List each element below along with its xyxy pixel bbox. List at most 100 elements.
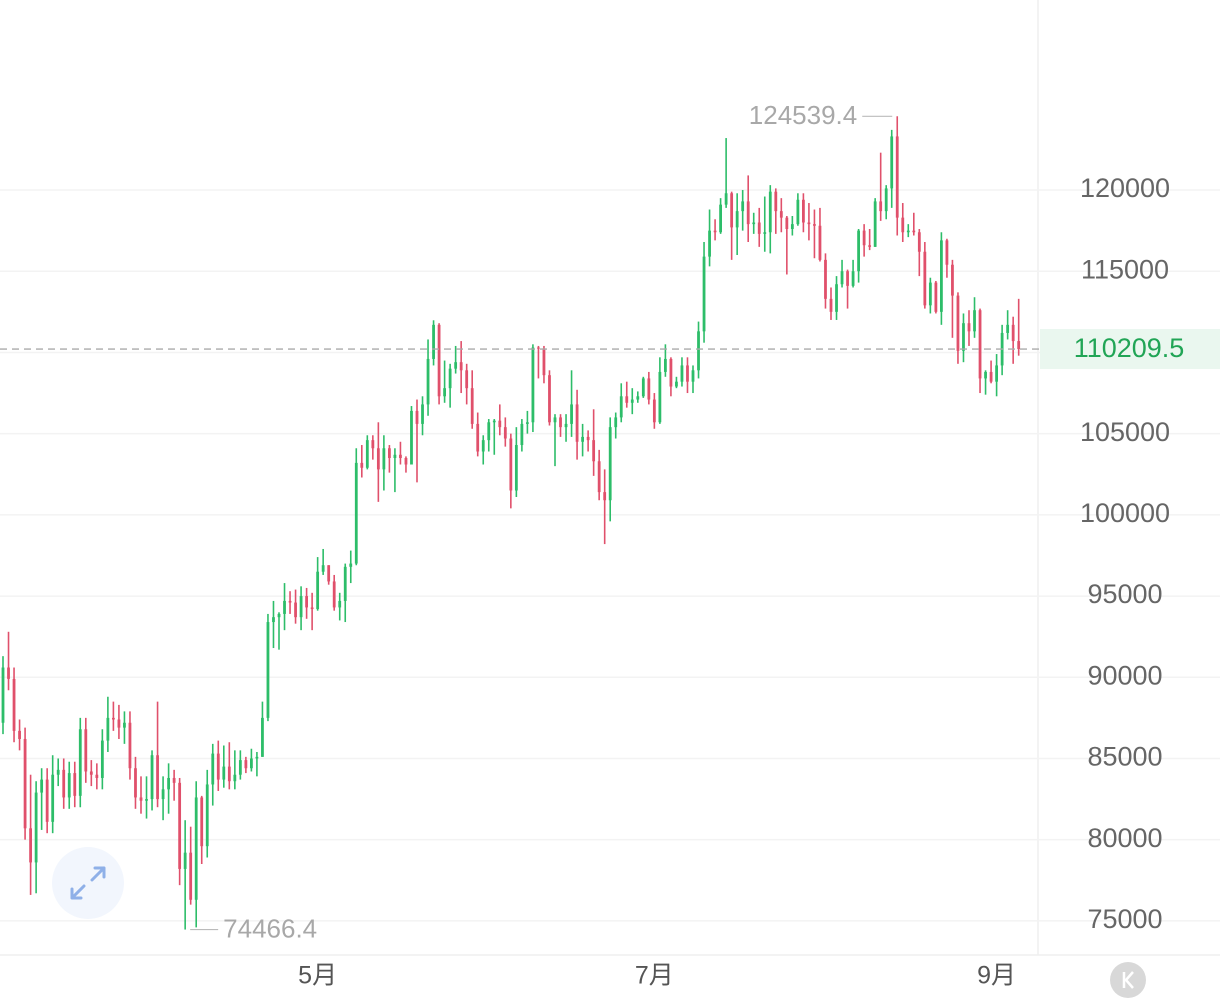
candle-body <box>813 224 816 226</box>
reset-bg[interactable] <box>1110 962 1146 998</box>
candle-body <box>542 348 546 376</box>
candle-body <box>895 136 899 218</box>
y-tick-label: 75000 <box>1087 904 1162 934</box>
candle-body <box>669 358 673 387</box>
candle-body <box>829 298 833 312</box>
candle-body <box>735 211 739 228</box>
candle-body <box>492 420 496 423</box>
candle-body <box>459 362 463 371</box>
expand-bg[interactable] <box>52 847 124 919</box>
candle-body <box>862 230 866 246</box>
x-tick-label: 9月 <box>977 962 1016 990</box>
candle-body <box>200 797 204 847</box>
candle-body <box>349 563 353 567</box>
candle-body <box>150 755 154 800</box>
candle-body <box>884 188 888 212</box>
candle-body <box>62 769 66 798</box>
y-tick-label: 90000 <box>1087 660 1162 690</box>
candle-body <box>89 771 93 775</box>
candle-body <box>393 454 397 459</box>
candle-body <box>1 667 5 723</box>
candle-body <box>691 370 695 382</box>
candle-body <box>962 323 965 351</box>
candle-body <box>879 201 883 212</box>
candle-body <box>890 136 894 189</box>
expand-button[interactable] <box>52 847 124 919</box>
last-price-bg <box>1040 329 1220 370</box>
y-tick-label: 85000 <box>1087 742 1162 772</box>
candle-body <box>332 581 336 608</box>
candle-body <box>376 448 380 470</box>
candle-body <box>873 201 877 247</box>
candle-body <box>774 191 778 212</box>
candle-body <box>343 566 347 601</box>
candle-body <box>851 271 855 286</box>
candle-body <box>45 779 49 822</box>
candle-body <box>901 217 905 233</box>
candle-body <box>288 600 292 603</box>
candle-body <box>802 199 805 223</box>
candle-body <box>697 331 700 371</box>
candle-body <box>371 440 375 449</box>
candle-body <box>509 438 513 491</box>
candle-body <box>134 768 137 798</box>
candle-body <box>978 310 982 379</box>
candle-body <box>967 323 971 332</box>
expand-icon[interactable] <box>70 866 106 900</box>
candle-body <box>117 719 121 728</box>
candle-body <box>526 422 529 424</box>
candle-body <box>1006 324 1010 333</box>
candle-body <box>189 852 193 900</box>
candle-body <box>465 370 469 389</box>
candle-body <box>78 729 82 796</box>
candle-body <box>95 774 99 778</box>
candle-body <box>647 378 651 400</box>
candle-body <box>51 774 55 822</box>
candle-body <box>917 232 921 252</box>
candle-body <box>426 358 430 405</box>
candle-body <box>299 596 303 618</box>
candle-body <box>382 448 386 470</box>
candle-body <box>906 230 910 233</box>
candle-body <box>779 211 783 218</box>
candle-body <box>261 717 264 757</box>
candle-body <box>928 282 932 306</box>
candle-body <box>84 729 88 772</box>
candle-body <box>100 740 104 778</box>
candle-body <box>29 828 32 863</box>
y-tick-label: 115000 <box>1081 254 1169 284</box>
reset-icon[interactable] <box>1122 971 1134 989</box>
candle-body <box>680 365 684 382</box>
y-tick-label: 100000 <box>1080 498 1170 528</box>
candle-body <box>807 222 811 225</box>
candle-body <box>702 256 706 332</box>
candle-body <box>790 224 794 230</box>
candle-body <box>443 388 446 397</box>
candle-body <box>934 282 938 312</box>
candle-body <box>272 617 275 623</box>
plot: 75000 80000 85000 90000 95000 100000 105000 110… <box>0 100 1220 990</box>
reset-button[interactable] <box>1110 962 1146 998</box>
candle-body <box>354 462 358 564</box>
candle-body <box>553 417 557 423</box>
candle-body <box>338 600 342 608</box>
candle-body <box>752 222 756 225</box>
y-tick-label: 80000 <box>1087 823 1162 853</box>
candle-body <box>945 240 949 265</box>
candle-body <box>316 571 320 610</box>
candle-body <box>686 365 689 382</box>
candle-body <box>56 769 60 775</box>
candle-body <box>586 436 590 441</box>
candle-body <box>923 251 927 306</box>
candle-body <box>305 596 308 608</box>
candle-body <box>40 779 44 793</box>
candle-body <box>1011 324 1015 342</box>
candle-body <box>503 427 507 439</box>
candle-body <box>603 492 607 501</box>
candle-body <box>641 378 645 397</box>
candle-body <box>73 773 77 796</box>
candle-body <box>106 717 110 741</box>
candle-body <box>12 678 16 731</box>
candle-body <box>520 423 524 446</box>
candle-body <box>840 271 844 285</box>
